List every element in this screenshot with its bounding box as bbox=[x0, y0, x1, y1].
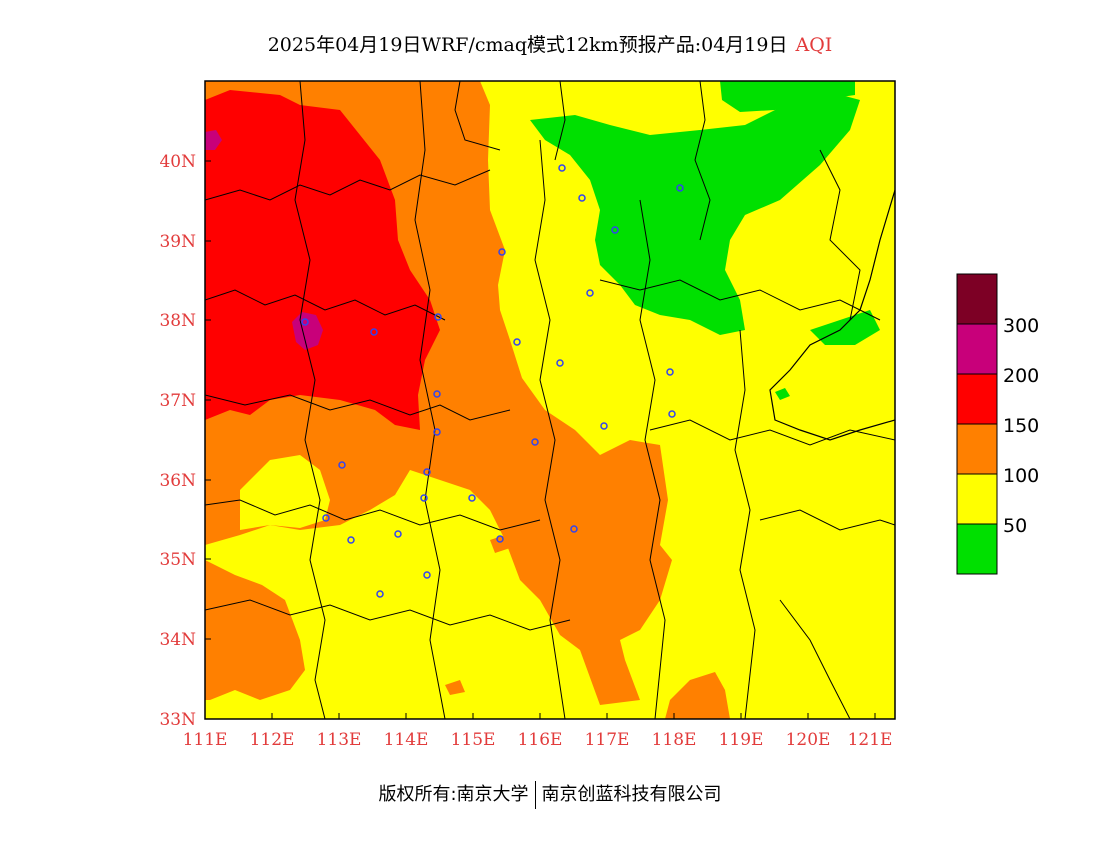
lon-tick-label: 118E bbox=[652, 730, 697, 750]
lon-tick-label: 119E bbox=[719, 730, 764, 750]
aqi-zone-orange-southeast bbox=[665, 672, 730, 719]
copyright-footer: 版权所有:南京大学 南京创蓝科技有限公司 bbox=[0, 780, 1100, 809]
aqi-zone-magenta-center bbox=[292, 312, 323, 350]
aqi-zone-green-patch bbox=[775, 388, 790, 400]
legend-bin-unhealthy bbox=[956, 373, 998, 425]
aqi-zone-orange-southwest bbox=[205, 560, 305, 700]
lon-tick-label: 111E bbox=[183, 730, 228, 750]
legend-colorbar bbox=[956, 273, 998, 575]
lon-tick-label: 120E bbox=[786, 730, 831, 750]
legend-label: 150 bbox=[1003, 415, 1039, 437]
lat-tick-label: 36N bbox=[159, 471, 196, 491]
legend-bin-hazardous bbox=[956, 273, 998, 325]
title-variable: AQI bbox=[795, 34, 833, 56]
title-main: 2025年04月19日WRF/cmaq模式12km预报产品:04月19日 bbox=[267, 34, 788, 56]
aqi-zone-yellow-island bbox=[240, 455, 330, 530]
lon-tick-label: 117E bbox=[585, 730, 630, 750]
lon-tick-label: 116E bbox=[518, 730, 563, 750]
legend-label: 300 bbox=[1003, 315, 1039, 337]
lat-tick-label: 34N bbox=[159, 630, 196, 650]
copyright-separator bbox=[534, 781, 536, 809]
lat-tick-label: 37N bbox=[159, 391, 196, 411]
copyright-company: 南京创蓝科技有限公司 bbox=[541, 784, 722, 805]
station-markers bbox=[301, 164, 684, 598]
lat-tick-label: 38N bbox=[159, 311, 196, 331]
aqi-zone-orange-patch-2 bbox=[445, 680, 465, 695]
lon-tick-label: 121E bbox=[848, 730, 893, 750]
coastline bbox=[769, 189, 895, 441]
lon-axis-labels: 111E 112E 113E 114E 115E 116E 117E 118E … bbox=[183, 730, 893, 750]
lon-tick-label: 114E bbox=[384, 730, 429, 750]
legend-label: 200 bbox=[1003, 365, 1039, 387]
figure-title: 2025年04月19日WRF/cmaq模式12km预报产品:04月19日 AQI bbox=[0, 30, 1100, 57]
aqi-zone-red-northwest bbox=[205, 90, 440, 430]
aqi-zone-green-top bbox=[720, 81, 855, 112]
lat-tick-label: 39N bbox=[159, 232, 196, 252]
aqi-zone-green-northeast bbox=[530, 92, 860, 335]
legend-label: 50 bbox=[1003, 515, 1027, 537]
lat-tick-label: 33N bbox=[159, 710, 196, 730]
lat-tick-label: 35N bbox=[159, 550, 196, 570]
boundary-lines bbox=[205, 81, 895, 719]
legend-bin-good bbox=[956, 523, 998, 575]
aqi-zone-magenta-corner bbox=[205, 130, 222, 150]
aqi-field bbox=[205, 81, 895, 719]
tick-marks bbox=[204, 160, 876, 720]
legend-bin-sensitive bbox=[956, 423, 998, 475]
legend-bin-moderate bbox=[956, 473, 998, 525]
legend-bin-very-unhealthy bbox=[956, 323, 998, 375]
lon-tick-label: 115E bbox=[451, 730, 496, 750]
legend-labels: 300 200 150 100 50 bbox=[1003, 315, 1039, 537]
legend-label: 100 bbox=[1003, 465, 1039, 487]
lon-tick-label: 113E bbox=[317, 730, 362, 750]
lat-tick-label: 40N bbox=[159, 152, 196, 172]
lon-tick-label: 112E bbox=[250, 730, 295, 750]
lat-axis-labels: 33N 34N 35N 36N 37N 38N 39N 40N bbox=[159, 152, 196, 730]
copyright-owner: 版权所有:南京大学 bbox=[378, 784, 529, 805]
aqi-zone-orange-patch-1 bbox=[490, 535, 510, 553]
